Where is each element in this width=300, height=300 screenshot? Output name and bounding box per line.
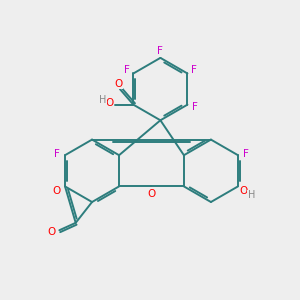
Text: F: F	[124, 65, 130, 75]
Text: F: F	[243, 149, 249, 159]
Text: F: F	[192, 102, 198, 112]
Text: F: F	[191, 65, 197, 75]
Text: F: F	[158, 46, 163, 56]
Text: F: F	[54, 149, 60, 159]
Text: O: O	[114, 79, 123, 89]
Text: H: H	[248, 190, 255, 200]
Text: O: O	[48, 227, 56, 237]
Text: O: O	[240, 186, 248, 196]
Text: H: H	[99, 94, 107, 105]
Text: O: O	[147, 189, 156, 199]
Text: O: O	[52, 186, 61, 196]
Text: O: O	[106, 98, 114, 108]
